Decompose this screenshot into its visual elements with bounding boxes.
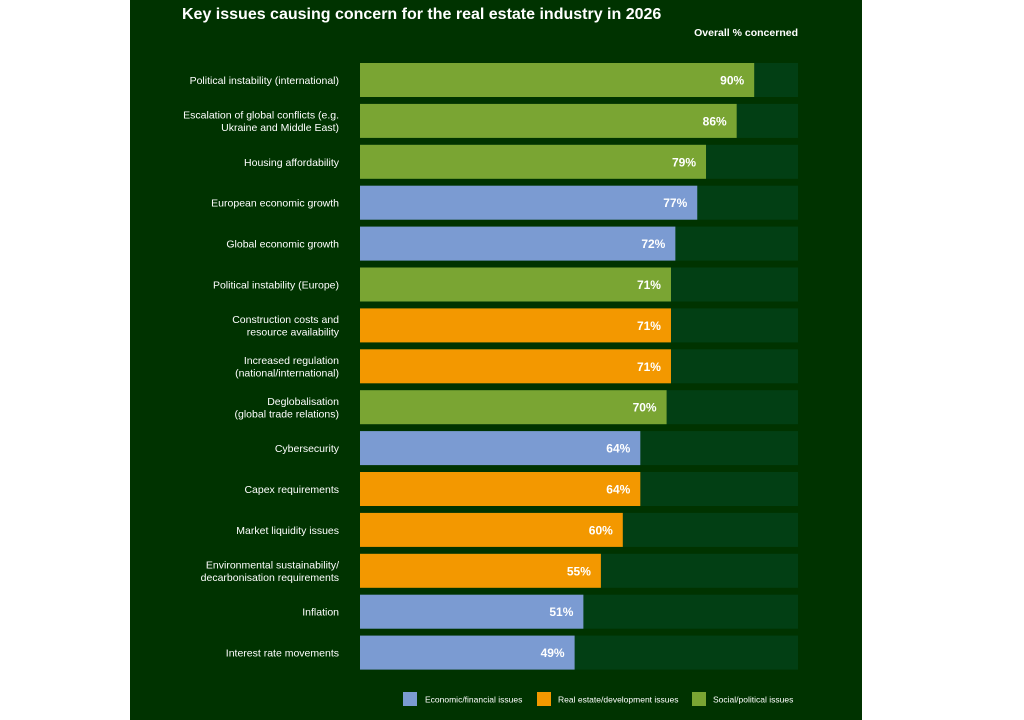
category-label: Ukraine and Middle East) <box>221 122 339 134</box>
bar <box>360 431 641 466</box>
bar <box>360 267 671 302</box>
chart-title: Key issues causing concern for the real … <box>182 6 662 23</box>
bar <box>360 185 698 220</box>
category-label: Housing affordability <box>244 157 340 169</box>
category-label: Political instability (international) <box>190 75 339 87</box>
category-label: Political instability (Europe) <box>213 280 339 292</box>
data-label: 64% <box>606 483 630 497</box>
category-label: Inflation <box>302 607 339 619</box>
category-label: Interest rate movements <box>226 648 339 660</box>
category-label: (global trade relations) <box>235 408 339 420</box>
data-label: 60% <box>589 523 613 537</box>
bar <box>360 635 575 670</box>
value-column-header: Overall % concerned <box>694 27 798 39</box>
legend-label: Real estate/development issues <box>558 695 679 705</box>
bar <box>360 472 641 506</box>
legend-label: Economic/financial issues <box>425 695 522 705</box>
category-label: (national/international) <box>235 368 339 380</box>
legend-swatch <box>537 692 551 706</box>
category-label: Escalation of global conflicts (e.g. <box>183 110 339 122</box>
data-label: 72% <box>641 237 665 251</box>
bar <box>360 390 667 425</box>
category-label: Construction costs and <box>232 314 339 326</box>
legend-swatch <box>692 692 706 706</box>
data-label: 71% <box>637 278 661 292</box>
data-label: 49% <box>541 646 565 660</box>
bar <box>360 63 755 97</box>
legend-swatch <box>403 692 417 706</box>
data-label: 70% <box>633 401 657 415</box>
category-label: resource availability <box>247 327 340 339</box>
data-label: 90% <box>720 74 744 88</box>
bar <box>360 144 707 179</box>
category-label: Environmental sustainability/ <box>206 560 339 572</box>
data-label: 79% <box>672 155 696 169</box>
category-label: Cybersecurity <box>275 443 340 455</box>
data-label: 77% <box>663 196 687 210</box>
bar <box>360 226 676 261</box>
data-label: 86% <box>703 114 727 128</box>
data-label: 55% <box>567 564 591 578</box>
data-label: 71% <box>637 319 661 333</box>
bar <box>360 594 584 629</box>
category-label: European economic growth <box>211 198 339 210</box>
bar <box>360 308 671 343</box>
bar <box>360 553 601 588</box>
category-label: decarbonisation requirements <box>201 572 339 584</box>
bar <box>360 349 671 384</box>
data-label: 71% <box>637 360 661 374</box>
category-label: Global economic growth <box>226 239 339 251</box>
data-label: 51% <box>549 605 573 619</box>
bar <box>360 103 737 138</box>
category-label: Deglobalisation <box>267 396 339 408</box>
category-label: Increased regulation <box>244 355 339 367</box>
data-label: 64% <box>606 442 630 456</box>
bar <box>360 512 623 547</box>
category-label: Capex requirements <box>244 484 339 496</box>
legend-label: Social/political issues <box>713 695 793 705</box>
category-label: Market liquidity issues <box>236 525 339 537</box>
